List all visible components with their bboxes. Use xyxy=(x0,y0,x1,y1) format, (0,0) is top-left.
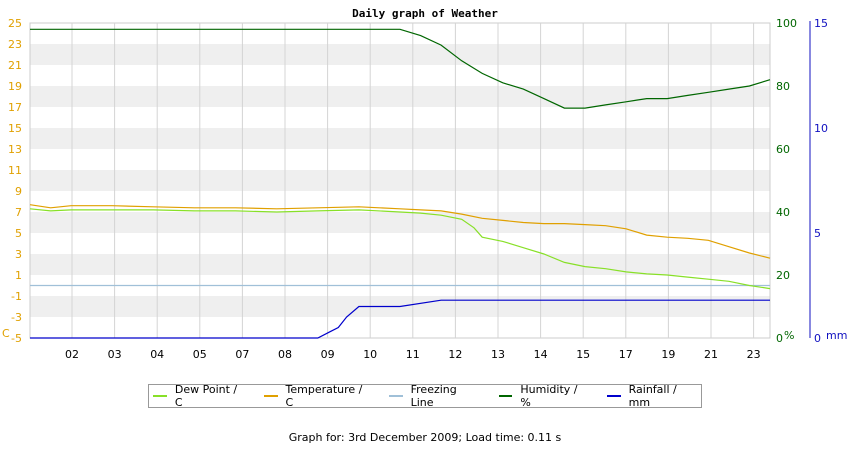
x-tick-label: 17 xyxy=(619,348,633,361)
legend: Dew Point / C Temperature / C Freezing L… xyxy=(148,383,702,409)
x-tick-label: 10 xyxy=(363,348,377,361)
x-tick-label: 07 xyxy=(235,348,249,361)
x-tick-label: 04 xyxy=(150,348,164,361)
series-line-temperature-c xyxy=(29,204,771,259)
y-tick-label: 1 xyxy=(15,269,22,282)
y-tick-label: 17 xyxy=(8,101,22,114)
y-tick-label: 7 xyxy=(15,206,22,219)
background-bands xyxy=(30,44,770,317)
rainfall-axis-labels: 0 5 10 15 xyxy=(809,17,828,345)
chart-title: Daily graph of Weather xyxy=(352,7,498,20)
x-tick-label: 12 xyxy=(448,348,462,361)
legend-label: Temperature / C xyxy=(285,383,363,409)
y-tick-label: 15 xyxy=(8,122,22,135)
x-tick-label: 21 xyxy=(704,348,718,361)
humidity-tick-label: 0 xyxy=(776,332,783,345)
rainfall-tick-label: 15 xyxy=(814,17,828,30)
legend-swatch xyxy=(606,395,621,397)
y-tick-label: 25 xyxy=(8,17,22,30)
legend-swatch xyxy=(153,395,167,397)
x-tick-label: 14 xyxy=(534,348,548,361)
plot-frame xyxy=(29,22,771,339)
x-tick-label: 02 xyxy=(65,348,79,361)
x-tick-label: 23 xyxy=(747,348,761,361)
left-axis-unit: C xyxy=(2,327,10,340)
x-tick-label: 05 xyxy=(193,348,207,361)
series-line-rainfall-mm xyxy=(30,299,770,339)
rainfall-tick-label: 0 xyxy=(814,332,821,345)
legend-item-freezing-line: Freezing Line xyxy=(388,383,483,409)
y-tick-label: -3 xyxy=(11,311,22,324)
y-tick-label: 5 xyxy=(15,227,22,240)
y-tick-label: 21 xyxy=(8,59,22,72)
y-tick-label: 19 xyxy=(8,80,22,93)
x-axis-labels: 02 03 04 05 07 08 09 10 11 12 13 14 15 17 19 21 23 xyxy=(65,348,761,361)
x-tick-label: 09 xyxy=(321,348,335,361)
humidity-axis-labels: 0 20 40 60 80 100 xyxy=(776,17,797,345)
grid-band xyxy=(30,44,770,65)
legend-label: Humidity / % xyxy=(520,383,578,409)
series-lines xyxy=(29,28,771,339)
rainfall-axis-unit: mm xyxy=(826,329,847,342)
legend-label: Rainfall / mm xyxy=(628,383,677,409)
humidity-tick-label: 40 xyxy=(776,206,790,219)
grid-band xyxy=(30,254,770,275)
legend-item-rainfall: Rainfall / mm xyxy=(606,383,701,409)
grid-band xyxy=(30,128,770,149)
y-tick-label: 9 xyxy=(15,185,22,198)
legend-item-humidity: Humidity / % xyxy=(498,383,591,409)
legend-item-dew-point: Dew Point / C xyxy=(153,383,248,409)
x-tick-label: 15 xyxy=(576,348,590,361)
y-tick-label: 23 xyxy=(8,38,22,51)
legend-swatch xyxy=(388,395,403,397)
humidity-tick-label: 80 xyxy=(776,80,790,93)
rainfall-tick-label: 10 xyxy=(814,122,828,135)
grid-band xyxy=(30,212,770,233)
legend-swatch xyxy=(498,395,513,397)
humidity-axis-unit: % xyxy=(784,329,794,342)
grid-band xyxy=(30,86,770,107)
x-tick-label: 19 xyxy=(661,348,675,361)
x-tick-label: 13 xyxy=(491,348,505,361)
legend-label: Dew Point / C xyxy=(174,383,238,409)
graph-footer: Graph for: 3rd December 2009; Load time:… xyxy=(288,431,562,444)
y-tick-label: 13 xyxy=(8,143,22,156)
rainfall-tick-label: 5 xyxy=(814,227,821,240)
series-line-dew-point-c xyxy=(29,208,771,290)
legend-item-temperature: Temperature / C xyxy=(263,383,373,409)
humidity-tick-label: 20 xyxy=(776,269,790,282)
series-line-humidity xyxy=(30,28,771,109)
weather-chart: Daily graph of Weather -5-3-113579111315… xyxy=(2,7,847,361)
y-tick-label: 3 xyxy=(15,248,22,261)
y-tick-label: -1 xyxy=(11,290,22,303)
y-tick-label: -5 xyxy=(11,332,22,345)
humidity-tick-label: 60 xyxy=(776,143,790,156)
x-tick-label: 08 xyxy=(278,348,292,361)
humidity-tick-label: 100 xyxy=(776,17,797,30)
x-tick-label: 11 xyxy=(406,348,420,361)
legend-swatch xyxy=(263,395,278,397)
grid-band xyxy=(30,170,770,191)
legend-label: Freezing Line xyxy=(410,383,457,409)
y-tick-label: 11 xyxy=(8,164,22,177)
x-tick-label: 03 xyxy=(108,348,122,361)
